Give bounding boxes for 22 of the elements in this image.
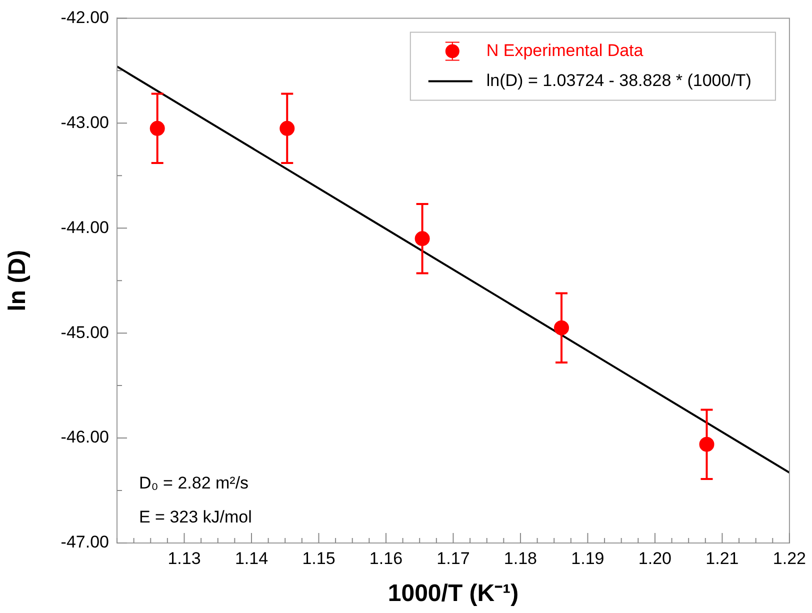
x-tick-label: 1.17	[436, 548, 470, 568]
y-tick-label: -45.00	[60, 322, 109, 342]
x-tick-label: 1.14	[234, 548, 268, 568]
x-tick-label: 1.19	[571, 548, 604, 568]
x-tick-label: 1.21	[706, 548, 739, 568]
y-axis-title: ln (D)	[4, 250, 32, 312]
y-tick-label: -47.00	[60, 532, 109, 552]
x-tick-label: 1.13	[168, 548, 201, 568]
legend-label: ln(D) = 1.03724 - 38.828 * (1000/T)	[486, 70, 752, 90]
x-tick-label: 1.20	[638, 548, 672, 568]
annotation: D₀ = 2.82 m²/s	[139, 474, 249, 493]
y-tick-label: -42.00	[60, 8, 109, 27]
x-tick-label: 1.16	[369, 548, 403, 568]
x-tick-label: 1.18	[504, 548, 538, 568]
y-tick-label: -44.00	[60, 218, 109, 237]
legend-label: N Experimental Data	[486, 40, 644, 60]
annotation: E = 323 kJ/mol	[139, 508, 252, 527]
x-tick-label: 1.15	[302, 548, 336, 568]
y-tick-label: -46.00	[60, 428, 109, 447]
x-axis-title: 1000/T (K⁻¹)	[388, 580, 519, 608]
y-tick-label: -43.00	[60, 112, 109, 132]
x-tick-label: 1.22	[772, 548, 806, 568]
